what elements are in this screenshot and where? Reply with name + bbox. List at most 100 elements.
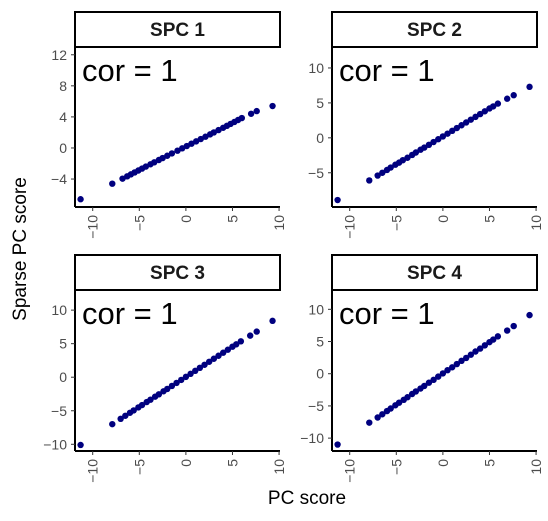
y-tick-label: 4 <box>59 109 67 125</box>
data-point <box>510 92 517 99</box>
data-point <box>481 108 489 115</box>
data-point <box>117 415 124 422</box>
data-point <box>201 361 208 368</box>
data-point <box>205 358 213 365</box>
y-tick-label: 0 <box>59 140 67 156</box>
data-point <box>246 332 254 339</box>
data-point <box>412 388 420 395</box>
y-tick-label: 0 <box>316 366 324 382</box>
data-point <box>458 122 465 129</box>
panel-title: SPC 3 <box>150 263 205 284</box>
data-point <box>444 366 451 374</box>
x-tick-label: −5 <box>388 459 404 475</box>
data-point <box>430 138 437 146</box>
data-point <box>253 107 260 115</box>
data-point <box>510 322 517 330</box>
data-point <box>122 412 129 419</box>
panel-3: SPC 3 −10 −5 0 5 10 −10 −5 0 5 10 cor = 1 <box>43 254 287 483</box>
data-point <box>439 133 447 140</box>
data-point <box>526 311 533 319</box>
data-point <box>462 119 470 126</box>
data-point <box>435 136 442 143</box>
y-tick-label: −5 <box>308 165 324 181</box>
x-tick-label: 5 <box>224 459 240 467</box>
x-tick-label: 5 <box>481 459 497 467</box>
x-tick-label: −10 <box>85 459 101 483</box>
data-point <box>334 441 341 448</box>
data-point <box>366 419 373 426</box>
data-point <box>476 345 484 352</box>
y-tick-label: −10 <box>300 430 324 446</box>
y-tick-label: 10 <box>308 301 324 317</box>
x-tick-label: −5 <box>131 459 147 475</box>
data-point <box>444 130 451 137</box>
data-point <box>490 336 497 343</box>
panel-strip <box>331 11 538 48</box>
panel-title: SPC 4 <box>407 263 462 284</box>
data-point <box>374 172 381 179</box>
panel-title: SPC 2 <box>407 20 462 41</box>
data-point <box>421 144 428 151</box>
data-point <box>366 177 373 184</box>
data-point <box>109 420 116 428</box>
x-tick-label: 10 <box>271 215 287 231</box>
data-point <box>374 414 381 421</box>
y-tick-label: −4 <box>51 171 67 187</box>
panel-strip <box>331 254 538 291</box>
panel-strip <box>74 11 281 48</box>
y-tick-label: 5 <box>59 336 67 352</box>
data-point <box>219 349 227 356</box>
data-point <box>449 127 456 135</box>
x-tick-label: 5 <box>224 215 240 223</box>
data-point <box>187 370 194 378</box>
data-point <box>472 348 479 355</box>
data-point <box>503 327 511 334</box>
data-point <box>387 405 394 412</box>
y-tick-label: 5 <box>316 334 324 350</box>
x-tick-label: 0 <box>435 459 451 467</box>
data-point <box>253 328 260 335</box>
panel-title: SPC 1 <box>150 20 205 41</box>
data-point <box>164 385 171 393</box>
data-point <box>526 83 533 91</box>
data-point <box>449 364 456 371</box>
x-tick-label: −10 <box>342 215 358 239</box>
data-point <box>458 357 465 365</box>
x-tick-label: 0 <box>178 215 194 223</box>
data-point <box>147 396 154 403</box>
correlation-annotation: cor = 1 <box>82 53 178 88</box>
data-point <box>494 100 502 107</box>
y-tick-label: 8 <box>59 78 67 94</box>
data-point <box>476 110 484 118</box>
panel-strip <box>74 254 281 291</box>
data-point <box>237 338 245 345</box>
data-point <box>467 351 475 358</box>
x-tick-label: 10 <box>528 215 544 231</box>
data-point <box>404 394 411 401</box>
panel-1: SPC 1 −4 0 4 8 12 −10 −5 0 5 10 cor = 1 <box>51 11 287 239</box>
data-point <box>269 102 276 110</box>
y-axis-title: Sparse PC score <box>10 177 31 321</box>
data-point <box>130 407 137 414</box>
data-point <box>490 103 497 110</box>
data-point <box>173 379 180 387</box>
data-point <box>472 113 479 121</box>
data-point <box>138 401 146 409</box>
data-point <box>453 360 461 368</box>
data-point <box>196 364 204 372</box>
data-point <box>425 141 433 149</box>
correlation-annotation: cor = 1 <box>339 53 435 88</box>
data-point <box>77 196 84 203</box>
y-tick-label: 10 <box>308 60 324 76</box>
x-tick-label: 10 <box>271 459 287 475</box>
x-tick-label: 10 <box>528 459 544 475</box>
y-tick-label: 0 <box>59 369 67 385</box>
data-point <box>439 370 447 377</box>
data-point <box>412 149 420 156</box>
data-point <box>494 333 502 340</box>
y-tick-label: −10 <box>43 436 67 452</box>
data-point <box>77 441 84 449</box>
data-point <box>233 341 240 348</box>
